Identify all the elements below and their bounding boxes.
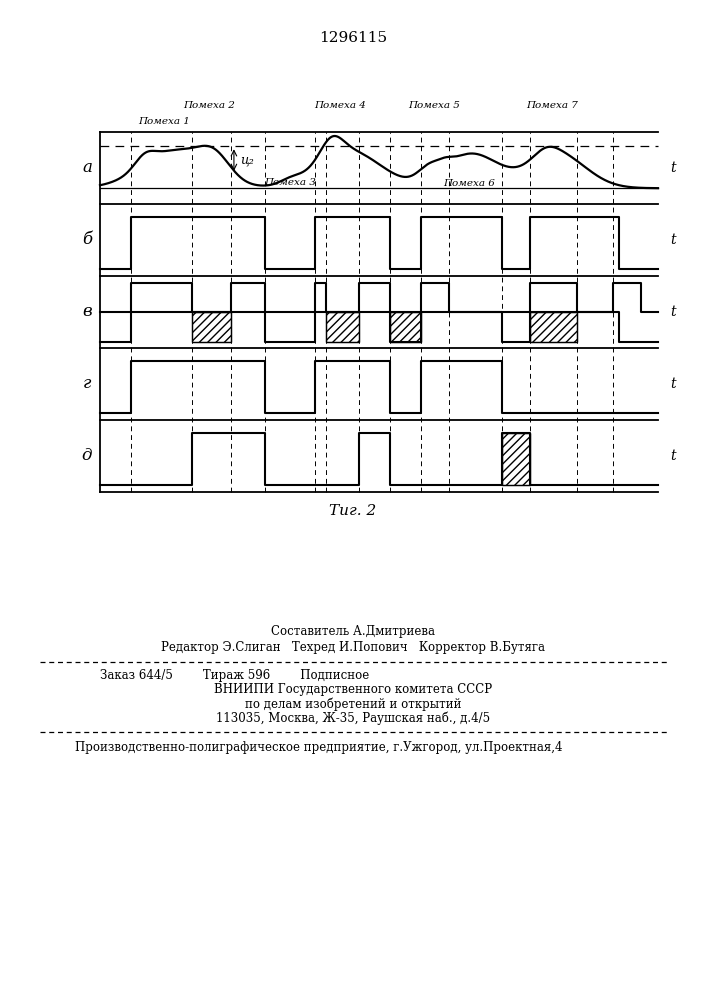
Text: t: t (670, 161, 676, 175)
Text: Производственно-полиграфическое предприятие, г.Ужгород, ул.Проектная,4: Производственно-полиграфическое предприя… (75, 742, 563, 754)
Bar (326, 312, 359, 342)
Bar (192, 312, 231, 342)
Bar (192, 312, 231, 342)
Text: Помеха 3: Помеха 3 (264, 178, 315, 187)
Text: 1296115: 1296115 (319, 31, 387, 45)
Text: по делам изобретений и открытий: по делам изобретений и открытий (245, 697, 461, 711)
Text: Заказ 644/5        Тираж 596        Подписное: Заказ 644/5 Тираж 596 Подписное (100, 670, 369, 682)
Bar (502, 433, 530, 485)
Text: t: t (670, 305, 676, 319)
Text: ц₂: ц₂ (240, 154, 254, 167)
Text: Τиг. 2: Τиг. 2 (329, 504, 377, 518)
Bar (502, 433, 530, 485)
Text: д: д (82, 448, 92, 464)
Text: в: в (82, 304, 92, 320)
Bar (390, 312, 421, 342)
Text: а: а (82, 159, 92, 176)
Text: Составитель А.Дмитриева: Составитель А.Дмитриева (271, 626, 435, 639)
Text: t: t (670, 377, 676, 391)
Bar (530, 312, 577, 342)
Bar (530, 312, 577, 342)
Text: Редактор Э.Слиган   Техред И.Попович   Корректор В.Бутяга: Редактор Э.Слиган Техред И.Попович Корре… (161, 642, 545, 654)
Text: 113035, Москва, Ж-35, Раушская наб., д.4/5: 113035, Москва, Ж-35, Раушская наб., д.4… (216, 711, 490, 725)
Text: Помеха 7: Помеха 7 (526, 101, 578, 110)
Bar (390, 312, 421, 342)
Text: t: t (670, 449, 676, 463)
Text: г: г (83, 375, 91, 392)
Text: Помеха 6: Помеха 6 (443, 179, 495, 188)
Text: ВНИИПИ Государственного комитета СССР: ВНИИПИ Государственного комитета СССР (214, 684, 492, 696)
Text: t: t (670, 233, 676, 247)
Text: Помеха 5: Помеха 5 (408, 101, 460, 110)
Text: Помеха 4: Помеха 4 (314, 101, 366, 110)
Bar (326, 312, 359, 342)
Text: Помеха 2: Помеха 2 (183, 101, 235, 110)
Text: б: б (82, 232, 92, 248)
Text: Помеха 1: Помеха 1 (138, 117, 189, 126)
